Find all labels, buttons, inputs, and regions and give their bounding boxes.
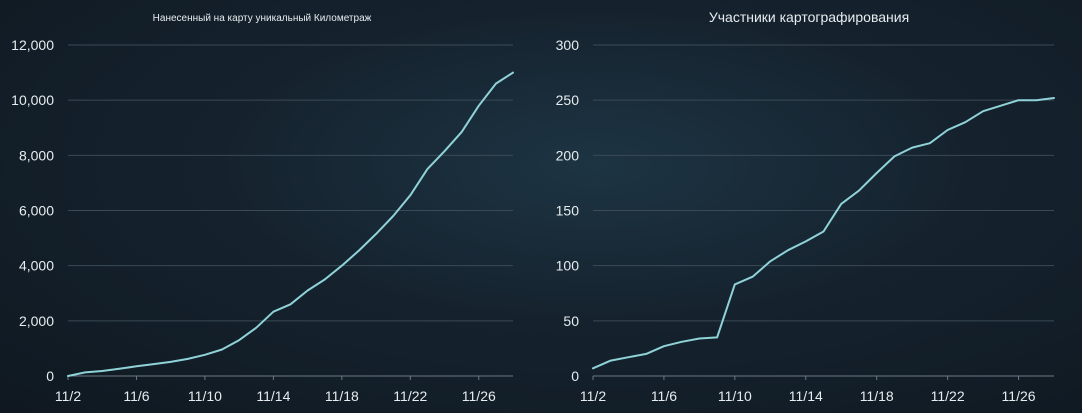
chart-mapped-unique-km: Нанесенный на карту уникальный Километра… — [11, 13, 514, 404]
x-tick-label: 11/26 — [462, 388, 496, 404]
x-tick-label: 11/10 — [188, 388, 222, 404]
chart-title: Участники картографирования — [709, 9, 909, 25]
y-tick-label: 4,000 — [19, 258, 54, 274]
chart-title: Нанесенный на карту уникальный Километра… — [153, 13, 372, 24]
y-tick-label: 6,000 — [19, 203, 54, 219]
x-tick-label: 11/18 — [860, 388, 894, 404]
x-tick-label: 11/14 — [256, 388, 290, 404]
x-tick-label: 11/6 — [651, 388, 677, 404]
x-tick-label: 11/2 — [55, 388, 81, 404]
chart-mapping-participants: Участники картографирования 0 50 100 150 200 2… — [556, 9, 1055, 404]
y-tick-label: 12,000 — [11, 37, 54, 53]
x-tick-label: 11/22 — [931, 388, 965, 404]
series-line — [592, 97, 1055, 370]
y-tick-label: 50 — [563, 313, 579, 329]
y-tick-label: 0 — [571, 368, 579, 384]
x-tick-label: 11/10 — [718, 388, 752, 404]
y-tick-label: 250 — [556, 92, 580, 108]
y-tick-label: 150 — [556, 203, 580, 219]
x-tick-label: 11/2 — [580, 388, 606, 404]
x-tick-label: 11/14 — [789, 388, 823, 404]
x-tick-label: 11/18 — [325, 388, 359, 404]
y-tick-label: 2,000 — [19, 313, 54, 329]
x-tick-label: 11/6 — [123, 388, 149, 404]
series-line — [67, 71, 514, 377]
y-tick-label: 8,000 — [19, 147, 54, 163]
y-tick-label: 200 — [556, 147, 580, 163]
y-tick-label: 300 — [556, 37, 580, 53]
x-tick-label: 11/26 — [1002, 388, 1036, 404]
y-tick-label: 10,000 — [11, 92, 54, 108]
x-tick-label: 11/22 — [393, 388, 427, 404]
y-tick-label: 100 — [556, 258, 580, 274]
y-tick-label: 0 — [46, 368, 54, 384]
